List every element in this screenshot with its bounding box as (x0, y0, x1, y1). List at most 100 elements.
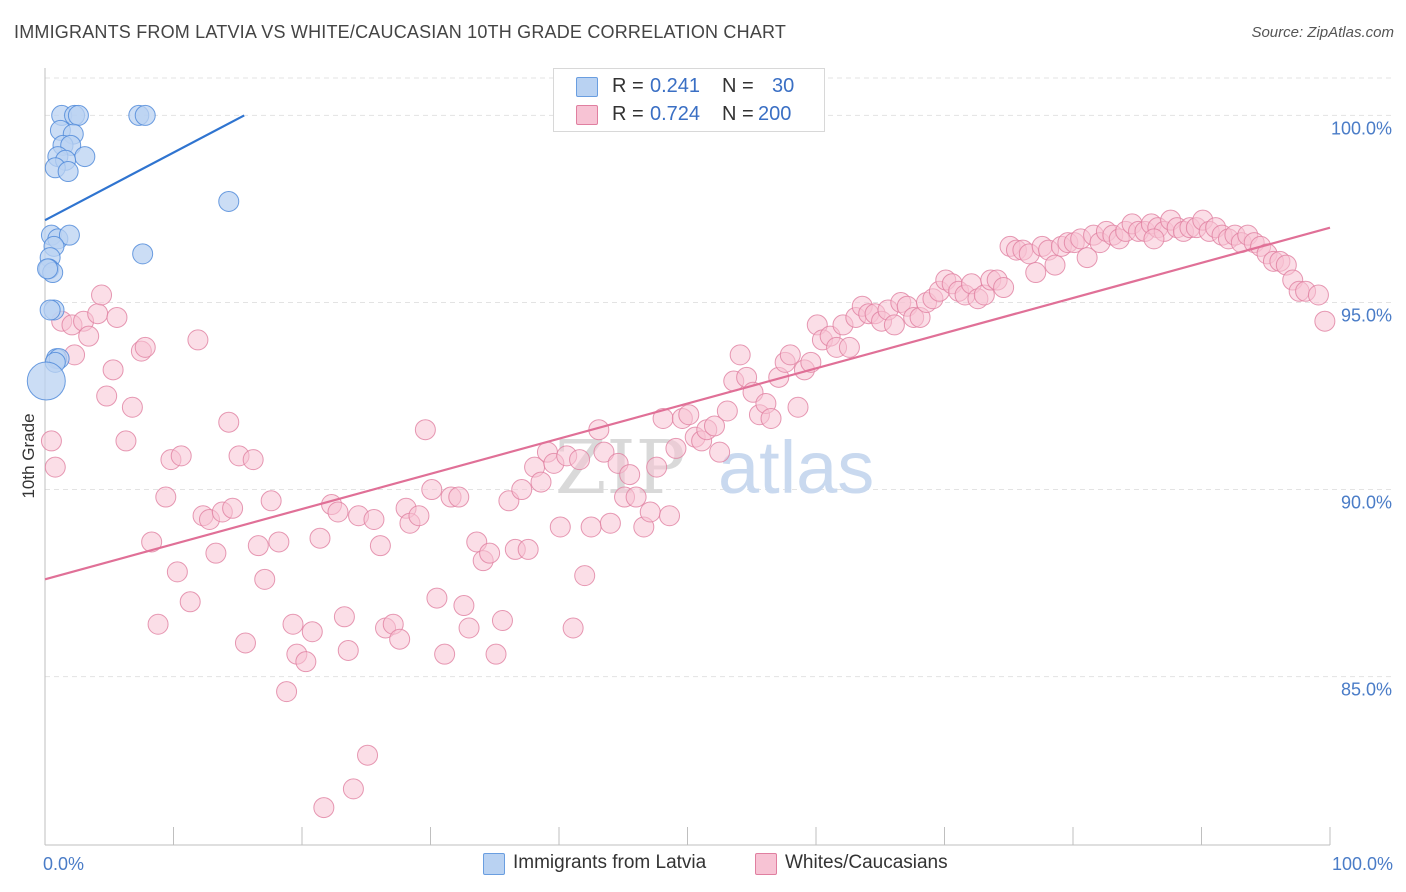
x-tick-label: 0.0% (43, 854, 84, 874)
whites-point (260, 490, 282, 512)
whites-point (1314, 310, 1336, 332)
latvia-point (26, 361, 66, 401)
whites-point (242, 449, 264, 471)
whites-point (141, 531, 163, 553)
whites-point (337, 639, 359, 661)
legend-swatch-whites (755, 853, 777, 875)
latvia-point (134, 104, 156, 126)
whites-point (639, 501, 661, 523)
whites-point (619, 464, 641, 486)
whites-point (327, 501, 349, 523)
series-legend: Immigrants from Latvia Whites/Caucasians (0, 852, 1406, 878)
whites-point (562, 617, 584, 639)
whites-point (569, 449, 591, 471)
whites-point (703, 415, 725, 437)
legend-swatch-whites (576, 105, 598, 125)
whites-point (102, 359, 124, 381)
whites-point (106, 306, 128, 328)
whites-point (408, 505, 430, 527)
whites-point (134, 336, 156, 358)
whites-point (179, 591, 201, 613)
r-label: R = (612, 75, 644, 97)
whites-point (993, 277, 1015, 299)
whites-point (659, 505, 681, 527)
whites-point (479, 542, 501, 564)
whites-point (96, 385, 118, 407)
whites-point (301, 621, 323, 643)
axis-labels: 85.0% 90.0% 95.0% 100.0% 0.0% 100.0% 10th Grad… (19, 118, 1393, 874)
whites-point (448, 486, 470, 508)
gridlines (45, 77, 1395, 678)
whites-point (549, 516, 571, 538)
whites-point (87, 303, 109, 325)
latvia-point (218, 190, 240, 212)
y-tick-label: 90.0% (1341, 493, 1392, 513)
whites-point (625, 486, 647, 508)
whites-point (421, 479, 443, 501)
whites-point (218, 411, 240, 433)
x-tick-label: 100.0% (1332, 854, 1393, 874)
whites-point (517, 538, 539, 560)
whites-point (426, 587, 448, 609)
axes (44, 68, 1331, 846)
whites-point (91, 284, 113, 306)
legend-row-whites: R = 0.724 N = 200 (554, 101, 824, 129)
whites-point (78, 325, 100, 347)
whites-point (678, 404, 700, 426)
latvia-point (39, 299, 61, 321)
legend-swatch-latvia (576, 77, 598, 97)
whites-point (1044, 254, 1066, 276)
source-label: Source: ZipAtlas.com (1251, 24, 1394, 41)
whites-point (434, 643, 456, 665)
whites-point (268, 531, 290, 553)
latvia-point (67, 104, 89, 126)
whites-point (593, 441, 615, 463)
whites-point (580, 516, 602, 538)
chart-title: IMMIGRANTS FROM LATVIA VS WHITE/CAUCASIA… (14, 22, 787, 42)
whites-point (458, 617, 480, 639)
whites-point (40, 430, 62, 452)
whites-point (369, 535, 391, 557)
whites-point (357, 744, 379, 766)
whites-point (760, 407, 782, 429)
whites-point (121, 396, 143, 418)
legend-row-latvia: R = 0.241 N = 30 (554, 73, 824, 101)
r-value: 0.241 (650, 75, 701, 97)
whites-point (414, 419, 436, 441)
latvia-points (26, 104, 240, 401)
legend-label-latvia: Immigrants from Latvia (513, 852, 707, 873)
whites-point (363, 508, 385, 530)
whites-point (247, 535, 269, 557)
whites-point (309, 527, 331, 549)
whites-point (1076, 247, 1098, 269)
whites-trend-line (44, 226, 1331, 581)
whites-point (599, 512, 621, 534)
whites-point (530, 471, 552, 493)
whites-point (276, 681, 298, 703)
whites-point (147, 613, 169, 635)
whites-point (166, 561, 188, 583)
legend-label-whites: Whites/Caucasians (785, 852, 948, 873)
latvia-point (74, 146, 96, 168)
whites-point (665, 437, 687, 459)
whites-point (646, 456, 668, 478)
latvia-point (132, 243, 154, 265)
whites-point (491, 610, 513, 632)
whites-point (485, 643, 507, 665)
whites-point (779, 344, 801, 366)
watermark-atlas: atlas (718, 426, 874, 509)
y-tick-label: 100.0% (1331, 118, 1392, 138)
whites-point (222, 497, 244, 519)
whites-point (282, 613, 304, 635)
whites-point (716, 400, 738, 422)
y-axis-label: 10th Grade (19, 413, 38, 498)
whites-point (389, 628, 411, 650)
whites-point (1307, 284, 1329, 306)
n-label: N = (722, 75, 754, 97)
n-value: 200 (758, 103, 792, 125)
whites-point (709, 441, 731, 463)
whites-point (574, 565, 596, 587)
whites-point (170, 445, 192, 467)
latvia-trend-line (44, 114, 245, 222)
whites-point (234, 632, 256, 654)
